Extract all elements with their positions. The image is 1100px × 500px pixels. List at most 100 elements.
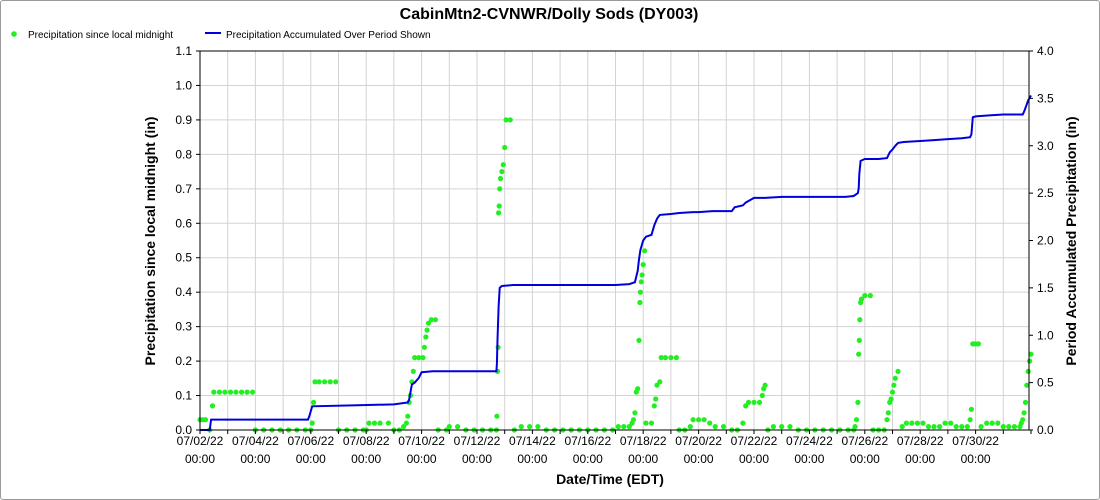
precip-midnight-point <box>420 355 426 361</box>
precip-midnight-point <box>884 417 890 423</box>
precip-midnight-point <box>995 420 1001 426</box>
precip-midnight-point <box>856 337 862 343</box>
precip-midnight-point <box>455 424 461 430</box>
y-right-tick-label: 2.0 <box>1037 234 1054 248</box>
accumulated-precip-line <box>200 94 1032 431</box>
y-right-tick-label: 2.5 <box>1037 186 1054 200</box>
precip-midnight-point <box>657 379 663 385</box>
precip-midnight-point <box>984 420 990 426</box>
precip-midnight-point <box>421 344 427 350</box>
x-tick-label-date: 07/30/22 <box>952 434 999 448</box>
precip-midnight-point <box>989 420 995 426</box>
precip-midnight-point <box>853 417 860 423</box>
precip-midnight-point <box>637 289 644 295</box>
precip-midnight-point <box>410 368 416 374</box>
precip-midnight-point <box>920 420 926 426</box>
precip-midnight-point <box>216 389 222 395</box>
y-left-tick-label: 1.0 <box>175 78 192 92</box>
y-left-tick-label: 0.1 <box>175 389 192 403</box>
legend-marker-precip-midnight <box>11 31 17 37</box>
x-tick-label-date: 07/08/22 <box>343 434 390 448</box>
series-layer <box>197 94 1034 433</box>
precip-midnight-point <box>953 424 959 430</box>
precip-midnight-point <box>673 355 680 361</box>
precip-midnight-point <box>535 424 541 430</box>
x-tick-label-time: 00:00 <box>185 452 215 466</box>
x-tick-label-date: 07/28/22 <box>897 434 944 448</box>
y-right-tick-label: 3.0 <box>1037 139 1054 153</box>
precip-midnight-point <box>499 169 505 175</box>
precip-midnight-point <box>651 403 657 409</box>
precip-midnight-point <box>903 420 910 426</box>
x-tick-label-time: 00:00 <box>850 452 880 466</box>
precip-midnight-point <box>316 379 322 385</box>
y-left-tick-label: 0.9 <box>175 113 192 127</box>
y-right-tick-label: 3.5 <box>1037 91 1054 105</box>
precip-midnight-point <box>496 210 502 216</box>
precip-midnight-point <box>500 162 506 168</box>
precip-midnight-point <box>762 382 768 388</box>
x-tick-label-date: 07/12/22 <box>454 434 501 448</box>
y-left-tick-label: 1.1 <box>175 44 192 58</box>
precip-midnight-point <box>909 420 915 426</box>
precip-midnight-point <box>696 417 702 423</box>
precip-midnight-point <box>720 424 727 430</box>
precip-midnight-point <box>1025 368 1031 374</box>
precip-midnight-point <box>327 379 333 385</box>
precip-midnight-point <box>668 355 674 361</box>
precip-midnight-point <box>1006 424 1012 430</box>
precip-midnight-point <box>642 248 648 254</box>
precip-midnight-point <box>968 406 975 412</box>
precip-midnight-point <box>942 420 948 426</box>
y-right-tick-label: 4.0 <box>1037 44 1054 58</box>
x-axis-title: Date/Time (EDT) <box>556 471 664 487</box>
precip-midnight-point <box>632 410 638 416</box>
precip-midnight-point <box>518 424 524 430</box>
y-left-tick-label: 0.7 <box>175 182 192 196</box>
chart-title: CabinMtn2-CVNWR/Dolly Sods (DY003) <box>400 6 699 23</box>
precip-midnight-point <box>914 420 921 426</box>
grid <box>200 50 1029 430</box>
precip-midnight-point <box>424 327 430 333</box>
precip-midnight-point <box>1024 382 1030 388</box>
precip-midnight-point <box>636 337 642 343</box>
y-left-tick-label: 0.0 <box>175 423 192 437</box>
precip-midnight-point <box>779 424 785 430</box>
precip-midnight-point <box>309 420 315 426</box>
precip-midnight-point <box>852 424 858 430</box>
x-tick-label-date: 07/24/22 <box>786 434 833 448</box>
x-tick-label-time: 00:00 <box>905 452 935 466</box>
x-tick-label-date: 07/26/22 <box>841 434 888 448</box>
x-tick-label-date: 07/18/22 <box>620 434 667 448</box>
precip-midnight-point <box>250 389 256 395</box>
precip-midnight-point <box>690 417 696 423</box>
axes <box>196 50 1033 434</box>
x-tick-label-time: 00:00 <box>517 452 547 466</box>
precip-midnight-point <box>239 389 245 395</box>
precip-midnight-point <box>502 144 508 151</box>
precip-midnight-point <box>416 355 422 361</box>
precip-midnight-point <box>687 424 693 430</box>
y-right-tick-label: 1.0 <box>1037 328 1054 342</box>
precip-midnight-point <box>858 296 865 302</box>
y-left-tick-label: 0.4 <box>175 285 192 299</box>
y-axis-left-title: Precipitation since local midnight (in) <box>142 117 158 366</box>
precip-midnight-point <box>640 262 646 268</box>
precip-midnight-point <box>209 403 216 409</box>
x-tick-label-time: 00:00 <box>628 452 658 466</box>
precip-midnight-point <box>770 424 777 430</box>
x-tick-label-time: 00:00 <box>739 452 769 466</box>
y-right-tick-label: 0.5 <box>1037 376 1054 390</box>
precip-midnight-point <box>497 175 504 182</box>
y-left-tick-label: 0.6 <box>175 216 192 230</box>
precip-midnight-point <box>428 317 434 323</box>
precip-midnight-point <box>787 424 793 430</box>
x-tick-label-time: 00:00 <box>684 452 714 466</box>
precip-midnight-point <box>202 417 209 423</box>
precip-midnight-point <box>662 355 669 361</box>
legend-label-accumulated: Precipitation Accumulated Over Period Sh… <box>226 30 431 41</box>
x-tick-label-time: 00:00 <box>573 452 603 466</box>
x-tick-label-date: 07/22/22 <box>731 434 778 448</box>
